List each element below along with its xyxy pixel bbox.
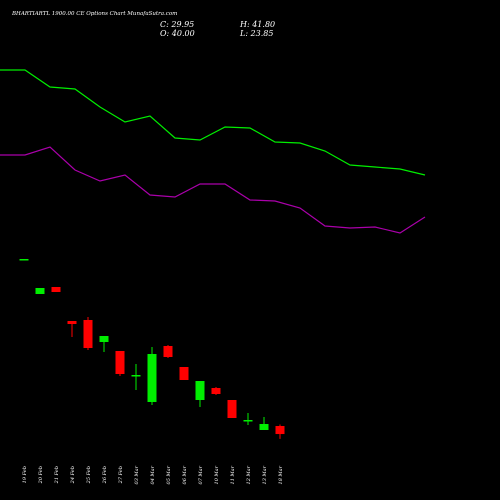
x-tick-label: 13 Mar: [262, 465, 268, 484]
stat-open: O: 40.00: [160, 29, 195, 38]
stat-low: L: 23.85: [239, 29, 273, 38]
x-tick-label: 26 Feb: [102, 466, 108, 484]
x-tick-label: 11 Mar: [230, 465, 236, 484]
candle-body: [179, 367, 189, 380]
candle-body: [275, 426, 285, 435]
x-tick-label: 04 Mar: [150, 465, 156, 484]
stat-close: C: 29.95: [160, 20, 194, 29]
x-tick-label: 25 Feb: [86, 466, 92, 484]
candle-body: [51, 287, 61, 292]
line-series: [0, 146, 426, 234]
candle-body: [35, 288, 45, 294]
x-tick-label: 18 Mar: [278, 465, 284, 484]
x-tick-label: 12 Mar: [246, 465, 252, 484]
x-tick-label: 21 Feb: [54, 466, 60, 484]
candle-body: [115, 351, 125, 374]
x-tick-label: 07 Mar: [198, 465, 204, 484]
x-tick-label: 10 Mar: [214, 465, 220, 484]
candle-body: [99, 336, 109, 342]
x-tick-label: 19 Feb: [22, 466, 28, 483]
candle-body: [259, 424, 269, 430]
candle-body: [147, 354, 157, 402]
candle-body: [195, 381, 205, 400]
chart-title: BHARTIARTL 1900.00 CE Options Chart Muna…: [11, 11, 177, 17]
candle-body: [131, 375, 141, 377]
x-tick-label: 20 Feb: [38, 466, 44, 484]
candle-body: [227, 400, 237, 418]
candle-body: [67, 321, 77, 324]
candle-body: [243, 420, 253, 422]
x-tick-label: 03 Mar: [134, 465, 140, 484]
candle-body: [211, 388, 221, 394]
x-tick-label: 27 Feb: [118, 466, 124, 484]
x-tick-label: 24 Feb: [70, 466, 76, 484]
candle-body: [163, 346, 173, 357]
line-series: [0, 69, 426, 176]
candle-body: [83, 320, 93, 348]
x-tick-label: 05 Mar: [166, 465, 172, 484]
x-tick-label: 06 Mar: [182, 465, 188, 484]
stat-high: H: 41.80: [239, 20, 275, 29]
candle-body: [19, 259, 29, 261]
